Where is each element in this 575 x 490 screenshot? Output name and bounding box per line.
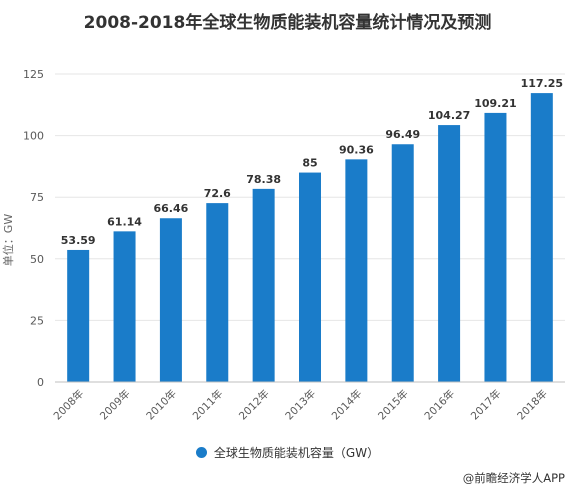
bar-chart: 0 25 50 75 100 125 53.59 61.14 66.46 72.6 78.38 85… — [1, 68, 565, 423]
legend: 全球生物质能装机容量（GW） — [0, 444, 575, 461]
x-tick-label: 2009年 — [97, 387, 133, 423]
y-tick-label: 50 — [30, 253, 44, 266]
bar-2 — [159, 218, 182, 382]
bar-7 — [391, 144, 414, 382]
x-tick-label: 2014年 — [329, 387, 365, 423]
bar-9 — [484, 112, 507, 383]
x-tick-label: 2013年 — [283, 387, 319, 423]
data-label-8: 104.27 — [428, 109, 470, 122]
data-label-10: 117.25 — [521, 77, 563, 90]
data-label-1: 61.14 — [107, 215, 142, 228]
data-label-6: 90.36 — [339, 143, 374, 156]
bar-3 — [206, 203, 229, 382]
y-tick-label: 75 — [30, 191, 44, 204]
bar-10 — [530, 93, 553, 382]
x-tick-label: 2011年 — [190, 387, 226, 423]
source-credit: @前瞻经济学人APP — [462, 471, 565, 485]
x-tick-label: 2016年 — [422, 387, 458, 423]
y-tick-label: 125 — [23, 68, 44, 81]
data-label-5: 85 — [302, 157, 317, 170]
chart-title: 2008-2018年全球生物质能装机容量统计情况及预测 — [83, 13, 492, 33]
x-tick-label: 2008年 — [51, 387, 87, 423]
legend-swatch — [195, 447, 207, 458]
x-tick-label: 2017年 — [468, 387, 504, 423]
y-tick-label: 0 — [37, 376, 44, 389]
bar-0 — [67, 249, 90, 382]
x-tick-label: 2012年 — [236, 387, 272, 423]
data-label-3: 72.6 — [204, 187, 231, 200]
data-label-9: 109.21 — [474, 97, 516, 110]
legend-label: 全球生物质能装机容量（GW） — [213, 446, 380, 460]
data-labels: 53.59 61.14 66.46 72.6 78.38 85 90.36 96.49 104.… — [61, 77, 563, 247]
y-axis-label: 单位：GW — [1, 214, 15, 267]
y-axis-ticks: 0 25 50 75 100 125 — [23, 68, 44, 389]
data-label-4: 78.38 — [246, 173, 281, 186]
data-label-2: 66.46 — [154, 202, 189, 215]
bar-5 — [299, 172, 321, 382]
x-tick-label: 2010年 — [144, 387, 180, 423]
x-tick-label: 2018年 — [514, 387, 550, 423]
bar-4 — [252, 188, 275, 382]
bar-1 — [113, 231, 136, 382]
data-label-0: 53.59 — [61, 234, 96, 247]
bar-8 — [438, 125, 461, 382]
data-label-7: 96.49 — [385, 128, 420, 141]
y-tick-label: 25 — [30, 314, 44, 327]
bars — [67, 93, 553, 383]
y-tick-label: 100 — [23, 130, 44, 143]
bar-6 — [345, 159, 368, 382]
x-tick-label: 2015年 — [375, 387, 411, 423]
x-axis-ticks: 2008年 2009年 2010年 2011年 2012年 2013年 2014年 2015年… — [51, 387, 550, 423]
